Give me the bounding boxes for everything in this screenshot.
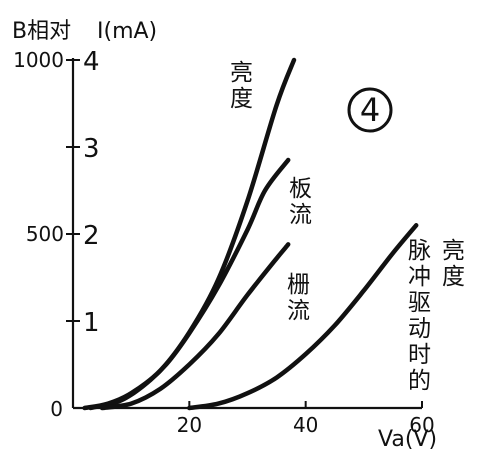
- x-tick-label: 60: [409, 413, 434, 437]
- label-pulse-char: 的: [408, 368, 431, 394]
- y-tick-label-current: 1: [83, 308, 100, 338]
- series-line-3: [187, 223, 419, 411]
- series-line-0: [82, 57, 297, 411]
- axes: [66, 58, 423, 410]
- label-pulse-char: 亮: [442, 238, 465, 264]
- tick-labels: 20 40 60 0 1 2 3 4 500 1000: [13, 47, 435, 437]
- label-brightness-char: 亮: [230, 60, 253, 86]
- label-pulse-char: 驱: [408, 290, 431, 316]
- label-brightness-char: 度: [230, 86, 253, 112]
- x-tick-label: 40: [293, 413, 318, 437]
- origin-label: 0: [50, 397, 63, 421]
- y-tick-label-brightness: 500: [26, 222, 64, 246]
- label-brightness: 亮 度: [230, 60, 253, 112]
- y-tick-label-brightness: 1000: [13, 48, 64, 72]
- label-grid-current-char: 栅: [287, 272, 310, 298]
- label-pulse-char: 冲: [408, 264, 431, 290]
- curves: [82, 57, 419, 411]
- label-pulse-char: 时: [408, 342, 431, 368]
- label-pulse-char: 度: [442, 264, 465, 290]
- panel-number: 4: [360, 91, 380, 129]
- x-axis-title: Va(V): [378, 427, 437, 452]
- label-plate-current: 板 流: [289, 176, 312, 228]
- label-pulse-char: 脉: [408, 238, 431, 264]
- y-tick-label-current: 3: [83, 134, 100, 164]
- series-line-2: [99, 242, 291, 411]
- label-plate-current-char: 流: [289, 202, 312, 228]
- y-axis-title-left: B相对: [12, 19, 71, 44]
- label-pulse-char: 动: [408, 316, 431, 342]
- label-pulse-brightness: 脉 冲 驱 动 时 的 亮 度: [408, 238, 465, 394]
- y-axis-title-right: I(mA): [97, 19, 157, 44]
- label-grid-current: 栅 流: [287, 272, 310, 324]
- y-tick-label-current: 2: [83, 221, 100, 251]
- panel-number-badge: 4: [347, 87, 393, 133]
- label-plate-current-char: 板: [289, 176, 312, 202]
- label-grid-current-char: 流: [287, 298, 310, 324]
- x-tick-label: 20: [177, 413, 202, 437]
- y-tick-label-current: 4: [83, 47, 100, 77]
- series-line-1: [88, 157, 291, 411]
